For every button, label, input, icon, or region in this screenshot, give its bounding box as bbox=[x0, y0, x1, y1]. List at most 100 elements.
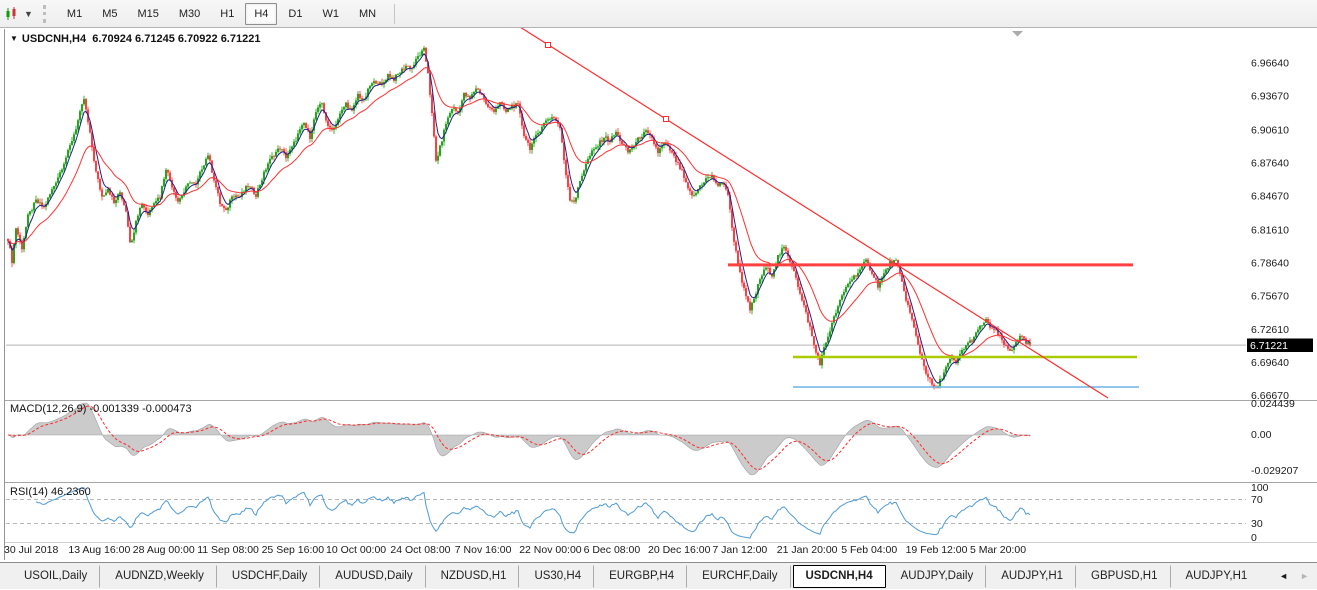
candle-body bbox=[101, 189, 103, 197]
candle-body bbox=[215, 180, 217, 188]
candle-body bbox=[761, 275, 763, 280]
candle-body bbox=[485, 98, 487, 104]
tab-scroll-left-icon[interactable]: ◄ bbox=[1279, 571, 1289, 581]
candle-body bbox=[583, 170, 585, 176]
candle-body bbox=[495, 108, 497, 112]
chart-tab-audjpy-h1[interactable]: AUDJPY,H1 bbox=[1185, 569, 1248, 582]
timeframe-button-mn[interactable]: MN bbox=[358, 7, 377, 20]
candle-body bbox=[277, 148, 279, 152]
candle-body bbox=[741, 272, 743, 283]
candle-body bbox=[563, 142, 565, 161]
candle-body bbox=[875, 277, 877, 280]
chart-tab-usdcnh-h4[interactable]: USDCNH,H4 bbox=[792, 564, 886, 588]
candle-body bbox=[489, 107, 491, 108]
candle-body bbox=[835, 313, 837, 317]
timeframe-button-h4[interactable]: H4 bbox=[245, 2, 278, 25]
candle-body bbox=[17, 228, 19, 235]
candle-body bbox=[517, 103, 519, 105]
toolbar-grip[interactable] bbox=[42, 4, 49, 23]
candle-body bbox=[731, 209, 733, 228]
rsi-indicator-label: RSI(14) 46.2360 bbox=[10, 486, 91, 498]
ma-fast-line bbox=[7, 52, 1031, 384]
candle-body bbox=[581, 175, 583, 181]
candle-body bbox=[407, 65, 409, 67]
chart-tab-nzdusd-h1[interactable]: NZDUSD,H1 bbox=[428, 564, 520, 588]
candle-body bbox=[781, 248, 783, 255]
candle-body bbox=[827, 336, 829, 343]
candle-body bbox=[587, 158, 589, 164]
candle-body bbox=[455, 108, 457, 111]
chart-tab-usdchf-daily[interactable]: USDCHF,Daily bbox=[219, 564, 321, 588]
timeframe-button-m1[interactable]: M1 bbox=[66, 7, 83, 20]
candle-body bbox=[643, 131, 645, 137]
chart-tab-bar: USOIL,Daily AUDNZD,Weekly USDCHF,Daily AUDU… bbox=[0, 562, 1317, 589]
candle-body bbox=[289, 149, 291, 155]
candle-body bbox=[1015, 341, 1017, 347]
candle-body bbox=[209, 155, 211, 161]
candle-body bbox=[1027, 342, 1029, 344]
candle-body bbox=[817, 352, 819, 358]
candle-body bbox=[217, 187, 219, 194]
chart-tab-audjpy-daily[interactable]: AUDJPY,Daily bbox=[888, 564, 987, 588]
chart-type-icon[interactable] bbox=[5, 6, 21, 21]
timeframe-button-d1[interactable]: D1 bbox=[288, 7, 303, 20]
candle-body bbox=[367, 88, 369, 97]
candle-body bbox=[409, 66, 411, 69]
candle-body bbox=[235, 195, 237, 198]
candle-body bbox=[769, 267, 771, 275]
candle-body bbox=[991, 327, 993, 329]
candle-body bbox=[447, 117, 449, 125]
candle-body bbox=[697, 189, 699, 194]
chart-tab-us30-h4[interactable]: US30,H4 bbox=[521, 564, 595, 588]
chart-tab-eurchf-daily[interactable]: EURCHF,Daily bbox=[689, 564, 791, 588]
timeframe-button-h1[interactable]: H1 bbox=[220, 7, 235, 20]
candle-body bbox=[883, 273, 885, 278]
candle-body bbox=[291, 146, 293, 150]
timeframe-button-m5[interactable]: M5 bbox=[102, 7, 118, 20]
candle-body bbox=[301, 125, 303, 130]
collapse-triangle-icon[interactable]: ▼ bbox=[10, 34, 18, 43]
chart-tab-audnzd-weekly[interactable]: AUDNZD,Weekly bbox=[102, 564, 217, 588]
candle-body bbox=[259, 184, 261, 189]
candle-body bbox=[695, 193, 697, 196]
candle-body bbox=[987, 318, 989, 323]
candle-body bbox=[865, 259, 867, 262]
tab-scroll-right-icon[interactable]: ► bbox=[1300, 571, 1309, 581]
candle-body bbox=[597, 146, 599, 148]
candle-body bbox=[813, 336, 815, 345]
candle-body bbox=[419, 55, 421, 57]
candle-body bbox=[853, 275, 855, 280]
candle-body bbox=[679, 162, 681, 170]
candle-body bbox=[625, 145, 627, 148]
candle-body bbox=[67, 149, 69, 158]
timeframe-button-m30[interactable]: M30 bbox=[178, 7, 201, 20]
candle-body bbox=[359, 93, 361, 99]
candle-body bbox=[871, 270, 873, 274]
chevron-down-icon[interactable]: ▼ bbox=[24, 8, 33, 19]
candle-body bbox=[585, 163, 587, 171]
candle-body bbox=[163, 178, 165, 187]
candle-body bbox=[579, 180, 581, 188]
candle-body bbox=[801, 293, 803, 301]
candle-body bbox=[403, 68, 405, 70]
candle-body bbox=[459, 108, 461, 113]
macd-area bbox=[7, 402, 1031, 476]
candle-body bbox=[299, 129, 301, 134]
candle-body bbox=[533, 138, 535, 144]
candle-body bbox=[347, 102, 349, 109]
chart-tab-audjpy-h1[interactable]: AUDJPY,H1 bbox=[988, 564, 1077, 588]
candle-body bbox=[233, 196, 235, 198]
candle-body bbox=[591, 150, 593, 156]
chart-tab-usoil-daily[interactable]: USOIL,Daily bbox=[11, 564, 101, 588]
chart-tab-eurgbp-h4[interactable]: EURGBP,H4 bbox=[596, 564, 688, 588]
chart-title: ▼ USDCNH,H4 6.70924 6.71245 6.70922 6.712… bbox=[10, 33, 260, 45]
timeframe-button-m15[interactable]: M15 bbox=[137, 7, 159, 20]
rsi-axis-label: 70 bbox=[1251, 494, 1263, 506]
chart-tab-gbpusd-h1[interactable]: GBPUSD,H1 bbox=[1078, 564, 1171, 588]
candle-body bbox=[107, 188, 109, 193]
timeframe-button-w1[interactable]: W1 bbox=[322, 7, 339, 20]
candle-body bbox=[457, 110, 459, 113]
chart-tab-audusd-daily[interactable]: AUDUSD,Daily bbox=[322, 564, 426, 588]
candle-body bbox=[891, 261, 893, 265]
